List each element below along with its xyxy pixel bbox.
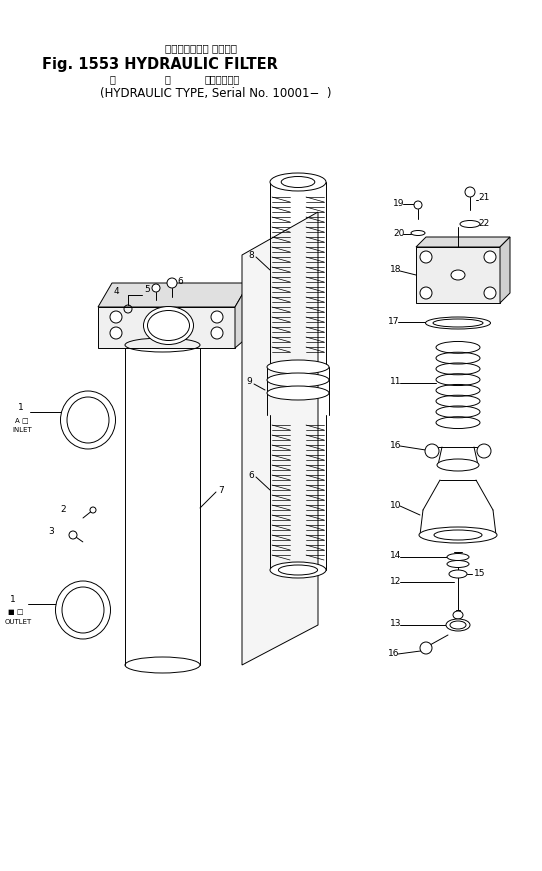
Circle shape: [69, 531, 77, 539]
Text: 18: 18: [390, 266, 402, 274]
Text: 11: 11: [390, 377, 402, 387]
Text: 10: 10: [390, 501, 402, 510]
Text: 7: 7: [218, 485, 224, 495]
Text: 21: 21: [478, 193, 489, 202]
Ellipse shape: [267, 386, 329, 400]
Polygon shape: [416, 237, 510, 247]
Text: 19: 19: [393, 199, 404, 207]
Text: INLET: INLET: [12, 427, 32, 433]
Text: Fig. 1553 HYDRAULIC FILTER: Fig. 1553 HYDRAULIC FILTER: [42, 57, 278, 72]
Polygon shape: [242, 212, 318, 665]
Text: 8: 8: [248, 251, 254, 260]
Text: 6: 6: [248, 470, 254, 480]
Text: 4: 4: [114, 287, 120, 295]
Circle shape: [420, 251, 432, 263]
Ellipse shape: [419, 527, 497, 543]
Circle shape: [167, 278, 177, 288]
Text: 式、適用号機: 式、適用号機: [205, 74, 240, 84]
Ellipse shape: [437, 459, 479, 471]
Text: 6: 6: [177, 276, 183, 286]
Text: (HYDRAULIC TYPE, Serial No. 10001−  ): (HYDRAULIC TYPE, Serial No. 10001− ): [100, 87, 332, 100]
Text: 13: 13: [390, 619, 402, 629]
Text: 22: 22: [478, 219, 489, 228]
Circle shape: [110, 311, 122, 323]
Ellipse shape: [55, 581, 111, 639]
Ellipse shape: [446, 619, 470, 631]
Text: 1: 1: [18, 403, 24, 413]
Polygon shape: [416, 247, 500, 303]
Ellipse shape: [270, 562, 326, 578]
Circle shape: [420, 642, 432, 654]
Ellipse shape: [144, 307, 193, 345]
Text: 12: 12: [390, 577, 402, 585]
Polygon shape: [500, 237, 510, 303]
Text: 15: 15: [474, 569, 486, 577]
Circle shape: [211, 327, 223, 339]
Ellipse shape: [460, 220, 480, 227]
Text: 3: 3: [48, 526, 54, 536]
Text: 油: 油: [110, 74, 116, 84]
Ellipse shape: [447, 561, 469, 568]
Text: 17: 17: [388, 316, 399, 326]
Ellipse shape: [267, 360, 329, 374]
Text: OUTLET: OUTLET: [5, 619, 33, 625]
Polygon shape: [98, 283, 249, 307]
Text: A □: A □: [15, 417, 29, 423]
Text: 5: 5: [144, 286, 150, 294]
Circle shape: [484, 287, 496, 299]
Circle shape: [477, 444, 491, 458]
Text: 2: 2: [60, 505, 66, 515]
Ellipse shape: [453, 611, 463, 619]
Circle shape: [420, 287, 432, 299]
Circle shape: [110, 327, 122, 339]
Text: 20: 20: [393, 228, 404, 238]
Text: 圧: 圧: [165, 74, 171, 84]
Circle shape: [425, 444, 439, 458]
Circle shape: [211, 311, 223, 323]
Text: ■ □: ■ □: [8, 609, 23, 615]
Circle shape: [152, 284, 160, 292]
Ellipse shape: [449, 570, 467, 578]
Ellipse shape: [447, 553, 469, 561]
Ellipse shape: [451, 270, 465, 280]
Text: 14: 14: [390, 551, 402, 561]
Ellipse shape: [267, 373, 329, 387]
Circle shape: [414, 201, 422, 209]
Text: 16: 16: [390, 441, 402, 449]
Text: ハイドロリック フィルタ: ハイドロリック フィルタ: [165, 43, 237, 53]
Polygon shape: [235, 283, 249, 348]
Circle shape: [484, 251, 496, 263]
Ellipse shape: [425, 317, 491, 329]
Ellipse shape: [270, 173, 326, 191]
Ellipse shape: [411, 231, 425, 235]
Text: 1: 1: [10, 596, 16, 604]
Text: 16: 16: [388, 649, 399, 658]
Circle shape: [465, 187, 475, 197]
Circle shape: [90, 507, 96, 513]
Ellipse shape: [61, 391, 115, 449]
Polygon shape: [98, 307, 235, 348]
Text: 9: 9: [246, 377, 251, 387]
